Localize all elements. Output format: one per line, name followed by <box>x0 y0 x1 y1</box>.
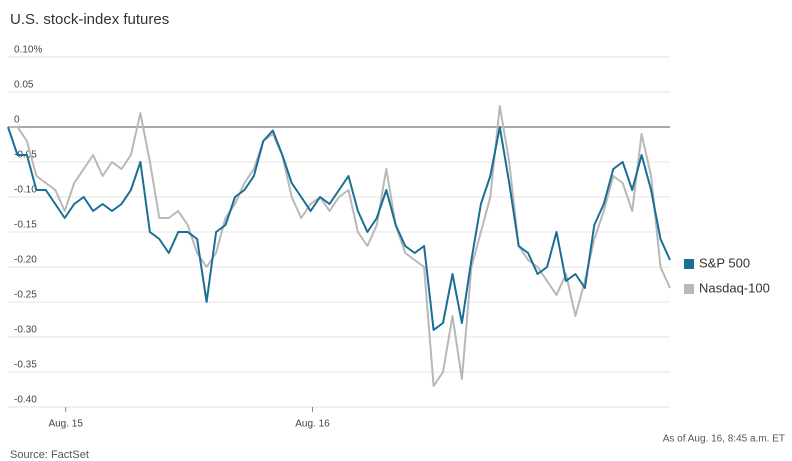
y-tick-label: -0.30 <box>14 325 37 336</box>
series-line <box>8 105 671 387</box>
y-tick-label: 0.05 <box>14 80 34 91</box>
y-tick-label: -0.25 <box>14 290 37 301</box>
y-tick-label: -0.10 <box>14 185 37 196</box>
chart-title: U.S. stock-index futures <box>10 11 169 28</box>
note: As of Aug. 16, 8:45 a.m. ET <box>663 434 785 445</box>
series-line <box>7 126 671 331</box>
x-tick-label: Aug. 15 <box>48 419 83 430</box>
y-tick-label: -0.35 <box>14 360 37 371</box>
legend-swatch <box>684 259 694 269</box>
legend-swatch <box>684 284 694 294</box>
x-tick-label: Aug. 16 <box>295 419 330 430</box>
legend-label: Nasdaq-100 <box>699 280 770 295</box>
source: Source: FactSet <box>10 449 89 461</box>
y-tick-label: -0.20 <box>14 255 37 266</box>
y-tick-label: 0 <box>14 115 20 126</box>
legend-label: S&P 500 <box>699 255 750 270</box>
y-tick-label: -0.40 <box>14 395 37 406</box>
y-tick-label: 0.10% <box>14 45 42 56</box>
y-tick-label: -0.15 <box>14 220 37 231</box>
